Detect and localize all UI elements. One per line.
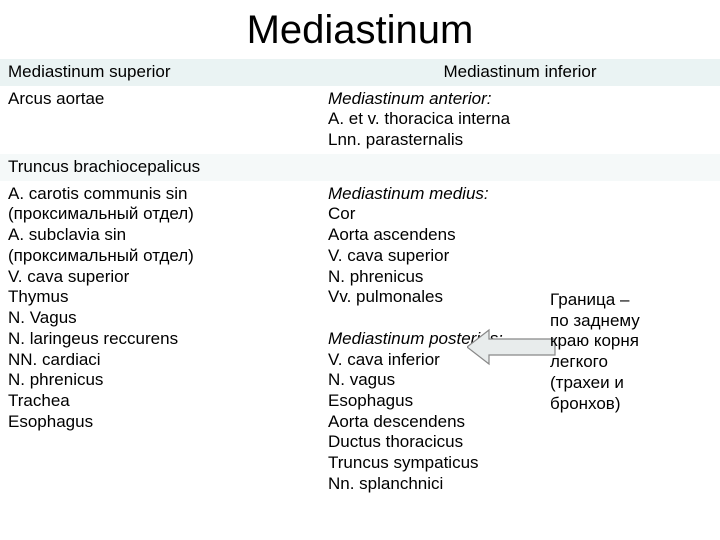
row1-right-body: A. et v. thoracica interna Lnn. paraster… [328, 109, 510, 149]
row1-right: Mediastinum anterior: A. et v. thoracica… [320, 86, 720, 154]
row1-right-heading: Mediastinum anterior: [328, 89, 491, 108]
arrow-icon [467, 328, 557, 371]
table-row: Truncus brachiocepalicus [0, 154, 720, 181]
row1-left: Arcus aortae [0, 86, 240, 154]
header-left: Mediastinum superior [0, 59, 240, 86]
row3-right-body2: V. cava inferior N. vagus Esophagus Aort… [328, 350, 479, 493]
header-row: Mediastinum superior Mediastinum inferio… [0, 59, 720, 86]
row2-left: Truncus brachiocepalicus [0, 154, 240, 181]
row3-right-heading1: Mediastinum medius: [328, 184, 489, 203]
header-spacer [240, 59, 320, 86]
row3-right-body1: Cor Aorta ascendens V. cava superior N. … [328, 204, 456, 306]
callout-text: Граница – по заднему краю корня легкого … [550, 290, 700, 414]
content-table: Mediastinum superior Mediastinum inferio… [0, 59, 720, 498]
table-row: Arcus aortae Mediastinum anterior: A. et… [0, 86, 720, 154]
header-right: Mediastinum inferior [320, 59, 720, 86]
page-title: Mediastinum [0, 0, 720, 59]
row3-left: A. carotis communis sin (проксимальный о… [0, 181, 240, 498]
